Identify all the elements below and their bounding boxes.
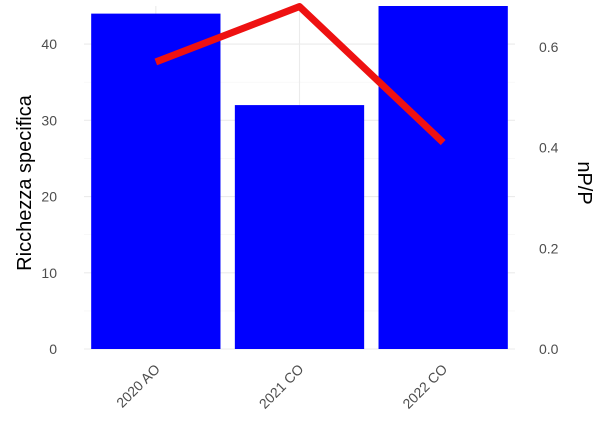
y2-tick-label: 0.6 — [539, 39, 559, 55]
y-tick-label: 20 — [41, 189, 57, 205]
line-series — [154, 3, 446, 146]
x-tick-label: 2020 AO — [113, 361, 163, 411]
y-tick-label: 40 — [41, 36, 57, 52]
y2-tick-label: 0.0 — [539, 341, 559, 357]
y-tick-label: 30 — [41, 112, 57, 128]
bar — [91, 13, 221, 349]
bar — [378, 6, 508, 349]
y2-tick-label: 0.4 — [539, 140, 559, 156]
bar-series — [91, 6, 508, 349]
y2-axis-title: nP/P — [573, 161, 595, 204]
y-tick-label: 10 — [41, 265, 57, 281]
x-axis-ticks: 2020 AO 2021 CO 2022 CO — [113, 361, 450, 412]
x-tick-label: 2021 CO — [256, 361, 307, 412]
y2-tick-label: 0.2 — [539, 240, 559, 256]
left-axis-ticks: 0 10 20 30 40 — [41, 36, 57, 357]
x-tick-label: 2022 CO — [399, 361, 450, 412]
y-tick-label: 0 — [49, 341, 57, 357]
bar — [234, 105, 365, 349]
right-axis-ticks: 0.0 0.2 0.4 0.6 — [539, 39, 559, 357]
y-axis-title: Ricchezza specifica — [14, 94, 36, 271]
